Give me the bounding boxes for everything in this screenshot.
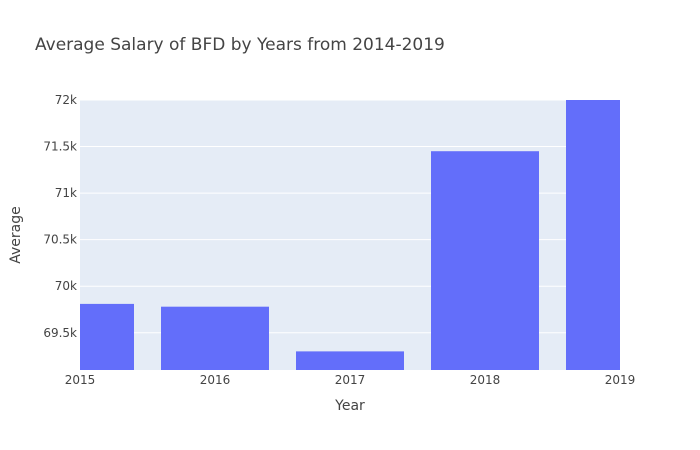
bar-2017 [296,351,404,370]
x-tick-label: 2017 [335,373,366,387]
y-tick-label: 69.5k [43,326,77,340]
bar-2018 [431,151,539,370]
x-tick-label: 2018 [470,373,501,387]
bars [80,100,620,370]
chart-title: Average Salary of BFD by Years from 2014… [35,35,445,55]
x-tick-label: 2016 [200,373,231,387]
y-tick-label: 71.5k [43,140,77,154]
x-axis-title: Year [334,398,365,414]
x-axis-ticks: 2015 2016 2017 2018 2019 [65,373,636,387]
x-tick-label: 2015 [65,373,96,387]
bar-2015 [80,303,134,370]
y-axis-title: Average [8,206,24,264]
y-tick-label: 70k [55,279,77,293]
x-tick-label: 2019 [605,373,636,387]
y-tick-label: 72k [55,93,77,107]
y-axis-ticks: 69.5k 70k 70.5k 71k 71.5k 72k [43,93,77,340]
y-tick-label: 71k [55,186,77,200]
bar-2019 [566,100,620,370]
y-tick-label: 70.5k [43,233,77,247]
bar-2016 [161,306,269,370]
